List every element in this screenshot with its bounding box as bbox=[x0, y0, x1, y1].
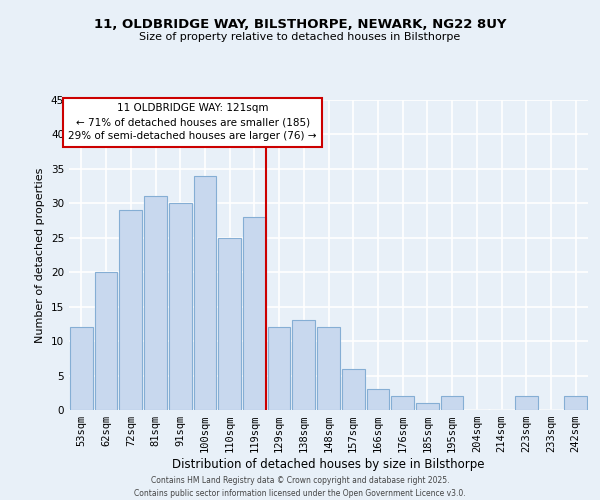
Bar bbox=[564, 396, 587, 410]
Bar bbox=[391, 396, 414, 410]
Y-axis label: Number of detached properties: Number of detached properties bbox=[35, 168, 46, 342]
Bar bbox=[119, 210, 142, 410]
Text: Size of property relative to detached houses in Bilsthorpe: Size of property relative to detached ho… bbox=[139, 32, 461, 42]
Text: 11 OLDBRIDGE WAY: 121sqm
← 71% of detached houses are smaller (185)
29% of semi-: 11 OLDBRIDGE WAY: 121sqm ← 71% of detach… bbox=[68, 104, 317, 142]
Bar bbox=[169, 204, 191, 410]
Bar bbox=[144, 196, 167, 410]
Bar bbox=[515, 396, 538, 410]
Bar bbox=[342, 368, 365, 410]
Bar bbox=[292, 320, 315, 410]
X-axis label: Distribution of detached houses by size in Bilsthorpe: Distribution of detached houses by size … bbox=[172, 458, 485, 471]
Bar bbox=[441, 396, 463, 410]
Bar bbox=[218, 238, 241, 410]
Bar bbox=[70, 328, 93, 410]
Bar bbox=[416, 403, 439, 410]
Text: 11, OLDBRIDGE WAY, BILSTHORPE, NEWARK, NG22 8UY: 11, OLDBRIDGE WAY, BILSTHORPE, NEWARK, N… bbox=[94, 18, 506, 30]
Bar bbox=[268, 328, 290, 410]
Bar bbox=[194, 176, 216, 410]
Bar bbox=[367, 390, 389, 410]
Bar bbox=[95, 272, 118, 410]
Bar bbox=[317, 328, 340, 410]
Text: Contains HM Land Registry data © Crown copyright and database right 2025.
Contai: Contains HM Land Registry data © Crown c… bbox=[134, 476, 466, 498]
Bar bbox=[243, 217, 266, 410]
